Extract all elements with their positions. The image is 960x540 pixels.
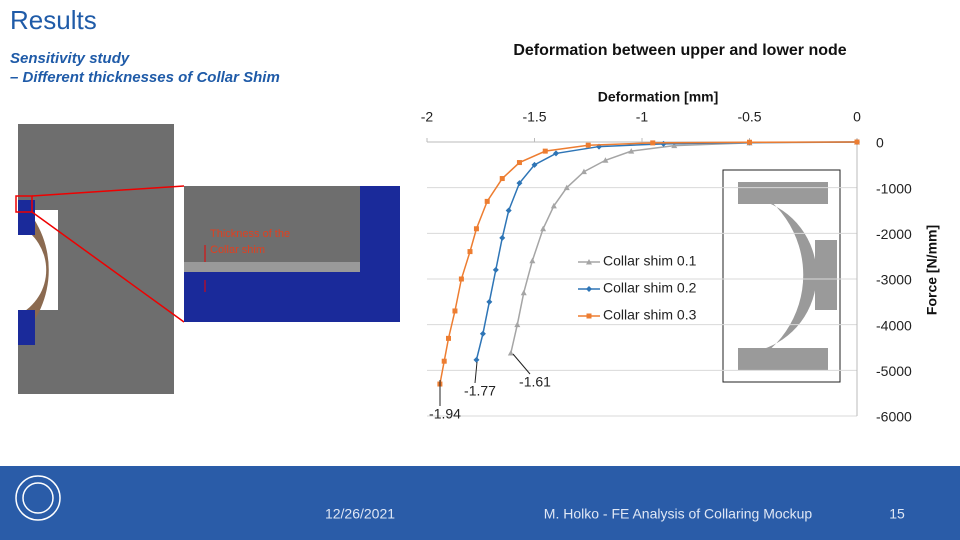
point <box>854 139 860 145</box>
x-tick-label: -0.5 <box>737 109 761 125</box>
point <box>473 356 480 363</box>
subtitle: Sensitivity study <box>10 50 130 67</box>
subtitle: – Different thicknesses of Collar Shim <box>10 69 280 86</box>
footer-date: 12/26/2021 <box>325 506 395 522</box>
annotation-leader <box>512 353 531 375</box>
footer-author: M. Holko - FE Analysis of Collaring Mock… <box>544 506 813 522</box>
legend-label: Collar shim 0.3 <box>603 307 697 323</box>
x-tick-label: 0 <box>853 109 861 125</box>
point <box>550 202 557 209</box>
point <box>516 180 523 187</box>
point <box>553 150 559 157</box>
footer-bar <box>0 466 960 540</box>
point <box>563 184 570 191</box>
point <box>516 160 522 166</box>
point <box>441 358 447 364</box>
point <box>473 226 479 232</box>
point <box>492 266 499 273</box>
annotation: -1.77 <box>464 383 496 399</box>
point <box>452 308 458 314</box>
x-tick-label: -1.5 <box>522 109 546 125</box>
point <box>514 321 521 328</box>
annotation: -1.94 <box>429 406 461 422</box>
point <box>484 198 490 204</box>
inset-image <box>722 169 841 383</box>
y-tick-label: 0 <box>876 135 884 151</box>
legend-label: Collar shim 0.2 <box>603 280 697 296</box>
y-tick-label: -2000 <box>876 226 912 242</box>
point <box>585 142 591 148</box>
legend-marker <box>586 313 592 319</box>
cern-logo <box>15 475 61 521</box>
x-axis-label: Deformation [mm] <box>598 89 719 105</box>
annotation: -1.61 <box>519 374 551 390</box>
y-tick-label: -1000 <box>876 180 912 196</box>
point <box>486 298 493 305</box>
point <box>507 349 514 356</box>
x-tick-label: -1 <box>636 109 649 125</box>
point <box>446 335 451 341</box>
point <box>671 142 678 149</box>
point <box>602 157 609 163</box>
annotation-leader <box>474 361 478 384</box>
point <box>531 161 538 168</box>
point <box>505 207 512 214</box>
point <box>458 276 464 282</box>
y-tick-label: -3000 <box>876 272 912 288</box>
y-tick-label: -4000 <box>876 317 912 333</box>
point <box>628 148 635 154</box>
chart-title: Deformation between upper and lower node <box>513 42 846 59</box>
point <box>747 139 752 145</box>
point <box>499 234 506 241</box>
image-annotation: Thickness of the <box>210 228 290 240</box>
image-annotation: Collar shim <box>210 244 265 256</box>
point <box>479 330 486 337</box>
y-tick-label: -5000 <box>876 363 912 379</box>
page-number: 15 <box>889 506 905 522</box>
point <box>650 140 656 146</box>
legend-label: Collar shim 0.1 <box>603 253 697 269</box>
slide-title: Results <box>10 5 97 35</box>
legend-marker <box>586 286 592 292</box>
point <box>529 257 536 264</box>
point <box>542 148 548 154</box>
model-image <box>15 124 400 394</box>
point <box>499 176 505 182</box>
point <box>467 249 473 255</box>
legend-marker <box>586 259 592 265</box>
point <box>540 225 547 232</box>
point <box>520 289 527 296</box>
point <box>580 168 587 175</box>
y-axis-label: Force [N/mm] <box>924 225 940 315</box>
y-tick-label: -6000 <box>876 409 912 425</box>
x-tick-label: -2 <box>421 109 434 125</box>
